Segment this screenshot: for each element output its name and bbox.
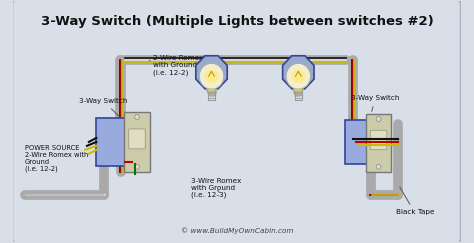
Text: 2-Wire Romex
with Ground
(i.e. 12-2): 2-Wire Romex with Ground (i.e. 12-2): [149, 55, 203, 76]
Text: 3-Way Switch: 3-Way Switch: [351, 95, 400, 111]
Circle shape: [205, 69, 218, 83]
Circle shape: [199, 63, 224, 89]
FancyBboxPatch shape: [128, 129, 146, 149]
FancyBboxPatch shape: [12, 0, 461, 243]
Text: POWER SOURCE
2-Wire Romex with
Ground
(i.e. 12-2): POWER SOURCE 2-Wire Romex with Ground (i…: [25, 145, 88, 172]
Text: 3-Wire Romex
with Ground
(i.e. 12-3): 3-Wire Romex with Ground (i.e. 12-3): [191, 178, 241, 198]
Circle shape: [376, 164, 381, 169]
Polygon shape: [196, 56, 227, 89]
FancyBboxPatch shape: [124, 112, 150, 172]
Text: Black Tape: Black Tape: [395, 187, 434, 216]
Polygon shape: [293, 89, 303, 92]
FancyBboxPatch shape: [370, 130, 387, 150]
FancyBboxPatch shape: [345, 120, 367, 164]
FancyBboxPatch shape: [366, 113, 391, 172]
Circle shape: [376, 117, 381, 122]
Circle shape: [292, 69, 305, 83]
Circle shape: [135, 164, 139, 169]
Text: 3-Way Switch (Multiple Lights between switches #2): 3-Way Switch (Multiple Lights between sw…: [41, 15, 433, 28]
Circle shape: [286, 63, 310, 89]
Polygon shape: [207, 89, 216, 92]
Polygon shape: [283, 56, 314, 89]
Text: 3-Way Switch: 3-Way Switch: [80, 98, 128, 120]
FancyBboxPatch shape: [96, 118, 125, 166]
Circle shape: [135, 114, 139, 120]
Text: © www.BuildMyOwnCabin.com: © www.BuildMyOwnCabin.com: [181, 227, 293, 234]
